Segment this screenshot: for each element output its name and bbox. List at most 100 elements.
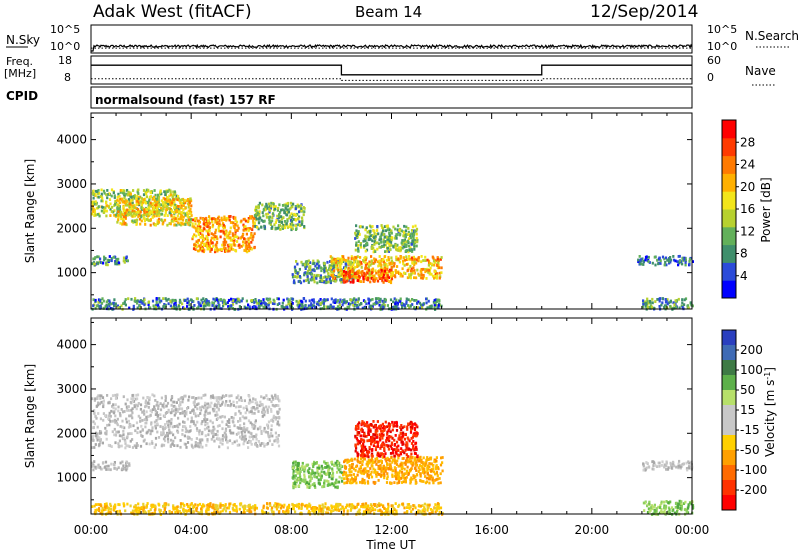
- range-gate-cell: [215, 396, 218, 399]
- range-gate-cell: [290, 201, 293, 205]
- range-gate-cell: [364, 258, 367, 262]
- range-gate-cell: [212, 233, 215, 236]
- range-gate-cell: [664, 261, 667, 264]
- range-gate-cell: [162, 432, 165, 435]
- range-gate-cell: [371, 261, 374, 265]
- range-gate-cell: [173, 200, 176, 204]
- range-gate-cell: [260, 218, 263, 222]
- range-gate-cell: [171, 195, 174, 199]
- range-gate-cell: [184, 212, 187, 216]
- range-gate-cell: [414, 457, 417, 460]
- range-gate-cell: [294, 228, 298, 231]
- range-gate-cell: [402, 262, 405, 266]
- range-gate-cell: [430, 467, 433, 471]
- range-gate-cell: [407, 230, 410, 234]
- range-gate-cell: [92, 298, 95, 302]
- range-gate-cell: [192, 247, 196, 251]
- range-gate-cell: [361, 269, 364, 273]
- range-gate-cell: [415, 469, 418, 472]
- range-gate-cell: [161, 209, 164, 212]
- range-gate-cell: [189, 425, 192, 428]
- range-gate-cell: [438, 299, 441, 302]
- range-gate-cell: [434, 459, 438, 463]
- range-gate-cell: [401, 466, 404, 469]
- range-gate-cell: [438, 266, 441, 270]
- range-gate-cell: [395, 236, 398, 240]
- range-gate-cell: [310, 305, 313, 309]
- range-gate-cell: [244, 228, 247, 232]
- range-gate-cell: [168, 211, 171, 215]
- range-gate-cell: [284, 204, 287, 208]
- range-gate-cell: [376, 260, 379, 264]
- range-gate-cell: [681, 256, 684, 260]
- range-gate-cell: [402, 457, 405, 460]
- range-gate-cell: [345, 475, 348, 479]
- range-gate-cell: [409, 299, 412, 303]
- range-gate-cell: [395, 255, 398, 259]
- range-gate-cell: [267, 302, 270, 305]
- range-gate-cell: [405, 243, 408, 247]
- range-gate-cell: [219, 229, 222, 233]
- range-gate-cell: [334, 258, 337, 262]
- range-gate-cell: [267, 420, 271, 424]
- range-gate-cell: [313, 301, 316, 304]
- range-gate-cell: [171, 306, 174, 310]
- range-gate-cell: [193, 243, 196, 247]
- range-gate-cell: [147, 188, 150, 192]
- range-gate-cell: [211, 304, 214, 307]
- range-gate-cell: [94, 465, 97, 469]
- range-gate-cell: [309, 265, 312, 268]
- range-gate-cell: [117, 405, 120, 409]
- range-gate-cell: [306, 485, 309, 489]
- range-gate-cell: [212, 217, 215, 220]
- range-gate-cell: [357, 264, 360, 268]
- range-gate-cell: [347, 268, 350, 272]
- range-gate-cell: [349, 280, 352, 284]
- range-gate-cell: [317, 266, 320, 270]
- range-gate-cell: [211, 217, 214, 221]
- range-gate-cell: [251, 228, 254, 231]
- range-gate-cell: [212, 244, 215, 248]
- range-gate-cell: [357, 247, 360, 250]
- range-gate-cell: [408, 457, 411, 461]
- range-gate-cell: [317, 260, 320, 264]
- range-gate-cell: [422, 267, 425, 271]
- range-gate-cell: [191, 224, 194, 228]
- range-gate-cell: [124, 298, 127, 301]
- range-gate-cell: [131, 394, 134, 397]
- range-gate-cell: [245, 240, 248, 244]
- range-gate-cell: [181, 302, 184, 306]
- range-gate-cell: [198, 429, 201, 433]
- range-gate-cell: [224, 429, 227, 433]
- range-gate-cell: [219, 223, 222, 227]
- range-gate-cell: [93, 399, 96, 402]
- range-gate-cell: [296, 212, 299, 216]
- range-gate-cell: [367, 268, 371, 272]
- range-gate-cell: [332, 261, 335, 265]
- range-gate-cell: [221, 218, 224, 222]
- range-gate-cell: [228, 247, 231, 250]
- range-gate-cell: [270, 432, 273, 435]
- range-gate-cell: [196, 407, 199, 411]
- range-gate-cell: [274, 226, 277, 230]
- range-gate-cell: [199, 440, 202, 444]
- range-gate-cell: [194, 248, 197, 251]
- range-gate-cell: [220, 396, 223, 400]
- range-gate-cell: [157, 417, 160, 421]
- range-gate-cell: [91, 435, 94, 439]
- range-gate-cell: [91, 262, 94, 266]
- range-gate-cell: [105, 468, 108, 471]
- range-gate-cell: [387, 276, 391, 279]
- range-gate-cell: [132, 211, 135, 215]
- range-gate-cell: [356, 455, 359, 459]
- range-gate-cell: [223, 435, 226, 439]
- range-gate-cell: [381, 279, 384, 283]
- range-gate-cell: [169, 445, 172, 448]
- range-gate-cell: [332, 305, 335, 309]
- range-gate-cell: [129, 212, 132, 215]
- range-gate-cell: [162, 305, 165, 308]
- range-gate-cell: [192, 408, 195, 412]
- power-colorbar-tick-label: 24: [740, 158, 755, 172]
- range-gate-cell: [158, 209, 161, 212]
- range-gate-cell: [365, 278, 368, 281]
